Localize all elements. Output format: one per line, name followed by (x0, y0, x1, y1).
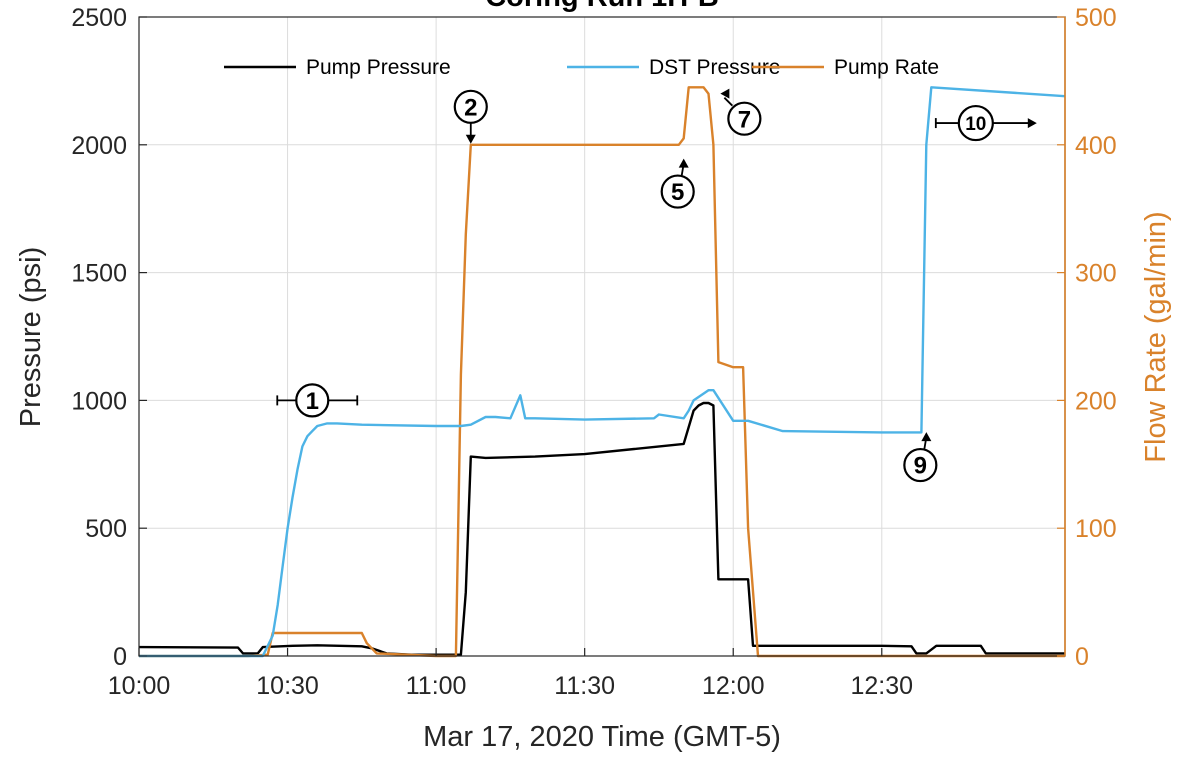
x-tick-label-0: 10:00 (108, 672, 171, 700)
annotation-arrowhead-5 (1027, 118, 1037, 129)
y-right-tick-label-2: 200 (1075, 387, 1117, 415)
annotation-circle-5 (957, 104, 994, 142)
annotation-circle-3 (727, 101, 762, 136)
y-left-tick-label-2: 1000 (71, 387, 127, 415)
y-left-tick-label-1: 500 (85, 515, 127, 543)
legend-label-0: Pump Pressure (306, 56, 451, 79)
chart-grid (138, 16, 1065, 657)
legend: Pump Pressure DST Pressure Pump Rate (224, 56, 939, 79)
series-line-pump-rate (139, 86, 1065, 658)
x-tick-label-5: 12:30 (850, 672, 913, 700)
annotation-arrowhead-3 (720, 88, 730, 99)
x-tick-label-3: 11:30 (554, 672, 615, 700)
y-left-tick-label-0: 0 (113, 643, 127, 671)
y-right-tick-label-1: 100 (1075, 515, 1117, 543)
legend-label-2: Pump Rate (834, 56, 939, 79)
y-left-tick-label-4: 2000 (71, 132, 127, 160)
y-right-tick-label-3: 300 (1075, 260, 1117, 288)
annotation-arrowhead-4 (921, 432, 932, 442)
annotation-line-3 (723, 97, 734, 107)
plot-frame (138, 16, 1066, 657)
annotations-layer: 1 2 5 7 9 10 (276, 88, 1037, 483)
legend-label-1: DST Pressure (649, 56, 781, 79)
series-line-pump-pressure (138, 401, 1065, 656)
annotation-label-2: 5 (671, 179, 684, 206)
x-tick-label-4: 12:00 (702, 672, 765, 700)
annotation-circle-0 (295, 383, 330, 418)
annotation-arrowhead-2 (678, 158, 689, 168)
y-right-tick-label-5: 500 (1075, 4, 1117, 32)
y-left-tick-label-3: 1500 (71, 260, 127, 288)
x-tick-label-1: 10:30 (256, 672, 319, 700)
annotation-circle-2 (660, 174, 695, 209)
axis-ticks: 10:00 10:30 11:00 11:30 12:00 12:300500100015… (71, 4, 1116, 700)
y-left-tick-label-5: 2500 (71, 4, 127, 32)
annotation-label-1: 2 (464, 94, 477, 121)
annotation-circle-4 (903, 447, 938, 483)
y-right-tick-label-4: 400 (1075, 132, 1117, 160)
x-tick-label-2: 11:00 (406, 672, 467, 700)
chart-title: Coring Run 1H-B (485, 0, 719, 13)
x-axis-label: Mar 17, 2020 Time (GMT-5) (423, 721, 781, 753)
series-layer (138, 86, 1066, 658)
annotation-label-3: 7 (738, 106, 751, 133)
series-line-dst-pressure (139, 86, 1066, 658)
y-axis-left-label: Pressure (psi) (15, 247, 47, 428)
annotation-label-5: 10 (965, 114, 986, 135)
y-right-tick-label-0: 0 (1075, 643, 1089, 671)
annotation-label-0: 1 (306, 388, 319, 415)
annotation-arrowhead-1 (465, 134, 476, 144)
annotation-label-4: 9 (914, 453, 927, 480)
y-axis-right-label: Flow Rate (gal/min) (1140, 211, 1172, 462)
